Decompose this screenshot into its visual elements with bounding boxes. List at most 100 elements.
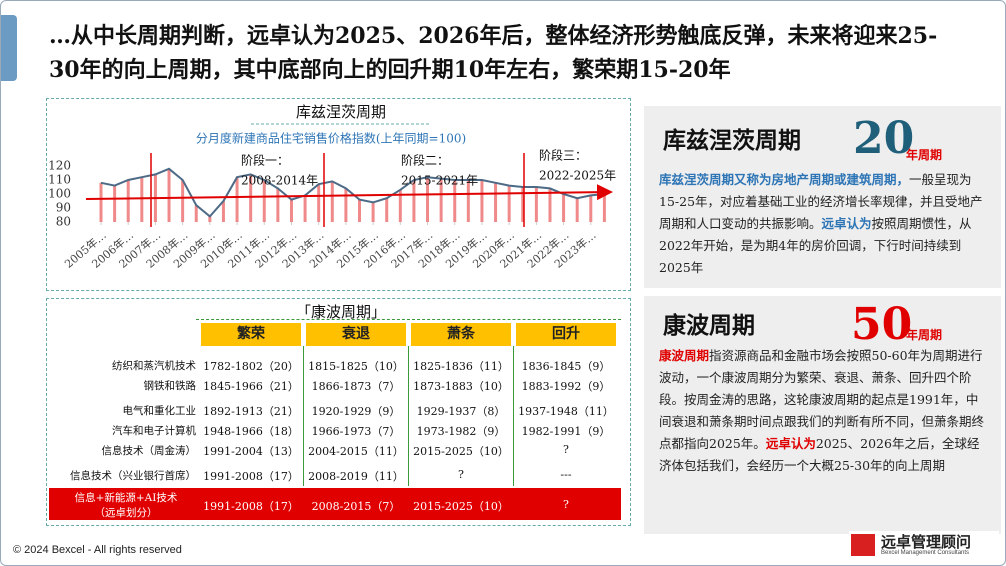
bar xyxy=(507,185,511,222)
bar xyxy=(521,187,525,222)
panel xyxy=(644,106,1001,288)
cell: 2008-2015（7） xyxy=(311,500,401,513)
cell: ? xyxy=(563,498,569,511)
panel-title: 库兹涅茨周期 xyxy=(663,127,801,154)
column-divider xyxy=(303,346,304,486)
row-label: 信息技术（周金涛） xyxy=(101,445,197,457)
cell: 1845-1966（21） xyxy=(203,380,299,393)
line xyxy=(100,167,605,218)
bar xyxy=(344,188,348,222)
cell: 2004-2015（11） xyxy=(308,445,404,458)
header-rule xyxy=(196,319,621,320)
bar xyxy=(412,180,416,222)
bar xyxy=(317,184,321,222)
body-text: 2025、2026年之后，全球经济体包括我们，会经历一个大概25-30年的向上周… xyxy=(659,436,980,473)
bar xyxy=(262,180,266,222)
cell: 2008-2019（11） xyxy=(308,470,404,483)
cell: 1973-1982（9） xyxy=(416,425,506,438)
tab xyxy=(1,15,17,81)
bar xyxy=(113,185,117,222)
y-tick-label: 110 xyxy=(48,173,71,187)
column-header: 回升 xyxy=(516,323,616,346)
y-tick-label: 120 xyxy=(48,159,71,173)
bar xyxy=(575,198,579,222)
chart-title: 库兹涅茨周期 xyxy=(296,103,386,121)
column-divider xyxy=(408,346,409,486)
annotation: 阶段三： xyxy=(539,148,587,163)
logo-text: 远卓管理顾问 xyxy=(881,533,972,551)
panel-number: 20 xyxy=(853,113,915,164)
body-text: 指资源商品和金融市场会按照50-60年为周期进行波动，一个康波周期分为繁荣、衰退… xyxy=(659,348,985,451)
body-text: 一般呈现为15-25年，对应着基础工业的经济增长率规律，并且受地产周期和人口变动… xyxy=(659,172,983,231)
bar xyxy=(289,199,293,222)
bar xyxy=(548,188,552,222)
cell: 1836-1845（9） xyxy=(521,360,611,373)
row-label: 信息技术（兴业银行首席） xyxy=(70,470,196,482)
cell: 1982-1991（9） xyxy=(521,425,611,438)
column-divider xyxy=(513,346,514,486)
annotation: 2015-2021年 xyxy=(401,174,478,188)
highlight-text: 远卓认为 xyxy=(821,216,872,231)
cell: 1782-1802（20） xyxy=(203,360,299,373)
cell: ? xyxy=(458,468,464,481)
bar xyxy=(140,177,144,222)
highlight-text: 远卓认为 xyxy=(765,436,816,451)
bar xyxy=(99,182,103,222)
logo-icon xyxy=(851,534,875,556)
bar xyxy=(562,194,566,222)
cell: 1966-1973（7） xyxy=(311,425,401,438)
cell: ? xyxy=(563,443,569,456)
bar xyxy=(466,180,470,222)
cell: 1825-1836（11） xyxy=(413,360,509,373)
bar xyxy=(221,201,225,222)
bar xyxy=(398,189,402,222)
panel-unit: 年周期 xyxy=(906,148,943,162)
bar xyxy=(167,168,171,222)
logo-subtext: Bexcel Management Consultants xyxy=(881,550,970,556)
panel-unit: 年周期 xyxy=(906,328,943,342)
bar xyxy=(276,188,280,222)
y-tick-label: 90 xyxy=(56,201,71,215)
bar xyxy=(181,180,185,222)
y-tick-label: 100 xyxy=(48,187,71,201)
cell: 1929-1937（8） xyxy=(416,405,506,418)
highlight-text: 库兹涅茨周期又称为房地产周期或建筑周期， xyxy=(659,172,910,187)
table-frame xyxy=(46,298,631,526)
bar xyxy=(235,177,239,222)
column-header: 萧条 xyxy=(411,323,511,346)
cell: 1937-1948（11） xyxy=(518,405,614,418)
cell: 1892-1913（21） xyxy=(203,405,299,418)
cell: --- xyxy=(560,468,572,481)
logo: 远卓管理顾问 Bexcel Management Consultants xyxy=(849,531,999,559)
bar xyxy=(534,187,538,222)
bar xyxy=(385,198,389,222)
bar xyxy=(126,180,130,222)
row-label: 电气和重化工业 xyxy=(122,405,197,417)
row-label: 钢铁和铁路 xyxy=(143,380,197,392)
bar xyxy=(194,205,198,222)
row-label: 汽车和电子计算机 xyxy=(112,425,196,437)
copyright: © 2024 Bexcel - All rights reserved xyxy=(13,544,182,556)
cell: 1991-2004（13） xyxy=(203,445,299,458)
bar xyxy=(602,194,606,222)
bar xyxy=(589,195,593,222)
panel-body: 康波周期指资源商品和金融市场会按照50-60年为周期进行波动，一个康波周期分为繁… xyxy=(659,345,989,477)
trend-arrow xyxy=(85,184,613,201)
cell: 2015-2025（10） xyxy=(413,445,509,458)
chart-subtitle: 分月度新建商品住宅销售价格指数(上年同期=100) xyxy=(196,131,466,146)
bar xyxy=(371,202,375,222)
cell: 1991-2008（17） xyxy=(203,470,299,483)
cell: 1920-1929（9） xyxy=(311,405,401,418)
cell: 1866-1873（7） xyxy=(311,380,401,393)
cell: 1883-1992（9） xyxy=(521,380,611,393)
bar xyxy=(480,180,484,222)
slide-title: …从中长周期判断，远卓认为2025、2026年后，整体经济形势触底反弹，未来将迎… xyxy=(49,23,938,83)
cell: 1873-1883（10） xyxy=(413,380,509,393)
bar xyxy=(426,177,430,222)
panel-title: 康波周期 xyxy=(663,312,755,339)
cell: 1815-1825（10） xyxy=(308,360,404,373)
annotation: 阶段一： xyxy=(241,153,289,168)
highlight-text: 康波周期 xyxy=(659,348,710,363)
bar xyxy=(453,180,457,222)
